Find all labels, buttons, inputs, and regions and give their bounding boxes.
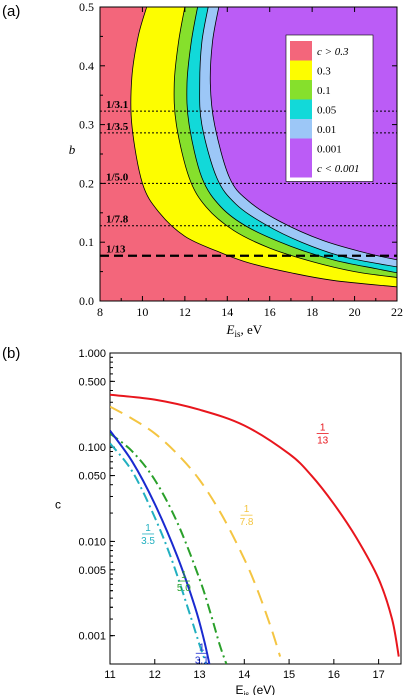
y-tick-label: 0.3	[79, 118, 94, 132]
x-axis-label-unit: , eV	[240, 322, 262, 337]
hline-label: 1/7.8	[106, 214, 129, 226]
contour-line-0.01	[199, 7, 397, 268]
x-axis-label: Eis (eV)	[236, 683, 276, 695]
legend-swatch	[290, 60, 312, 80]
legend-label: 0.01	[317, 124, 336, 136]
y-axis-label: c	[55, 498, 61, 512]
x-tick-label: 8	[97, 305, 103, 319]
legend-label: 0.001	[317, 144, 342, 156]
y-tick-label: 0.500	[78, 376, 106, 388]
hline-label: 1/3.1	[106, 99, 128, 111]
x-tick-label: 11	[104, 669, 115, 681]
x-axis-label-sub: is	[234, 329, 241, 339]
y-tick-label: 0.1	[79, 235, 94, 249]
legend-label: c < 0.001	[317, 163, 360, 175]
panel-b-label: (b)	[2, 345, 20, 362]
x-axis-label-main: E	[226, 322, 235, 337]
y-tick-label: 0.0	[79, 294, 94, 308]
x-tick-label: 10	[136, 305, 148, 319]
x-axis-label-unit: (eV)	[249, 683, 275, 695]
series-label-num: 1	[145, 523, 151, 534]
legend-swatch	[290, 138, 312, 158]
legend-label: 0.05	[317, 105, 337, 117]
hline-label: 1/13	[106, 244, 126, 256]
contour-line-0.05	[186, 7, 397, 274]
legend-label: 0.1	[317, 85, 331, 97]
y-tick-label: 0.050	[78, 471, 106, 483]
x-tick-label: 17	[372, 669, 384, 681]
legend-swatch	[290, 119, 312, 139]
y-tick-label: 0.100	[78, 442, 106, 454]
plot-frame-b	[109, 352, 402, 665]
x-tick-label: 12	[179, 305, 191, 319]
series-label-den: 13	[317, 435, 329, 446]
hline-label: 1/3.5	[106, 121, 129, 133]
chart-a: 1/3.1 1/3.5 1/5.0 1/7.8 1/13 c > 0.3 0.3 0.1 0.0…	[69, 0, 403, 339]
y-tick-label: 0.2	[79, 176, 94, 190]
series-line-13	[110, 393, 400, 657]
chart-b: 11 12 13 14 15 16 170.0010.0050.0100.0500.1000…	[55, 348, 402, 695]
x-tick-label: 22	[391, 305, 403, 319]
legend-swatch	[290, 158, 312, 178]
hline-label: 1/5.0	[106, 171, 129, 183]
x-tick-label: 20	[349, 305, 361, 319]
legend-swatch	[290, 99, 312, 119]
panel-a-label: (a)	[2, 3, 20, 20]
y-tick-label: 0.010	[78, 536, 106, 548]
series-label-num: 1	[244, 504, 250, 515]
series-label-den: 3.1	[195, 655, 209, 666]
x-tick-label: 14	[221, 305, 233, 319]
series-line-5.0	[110, 432, 228, 664]
series-label-num: 1	[320, 422, 326, 433]
series-label-den: 3.5	[141, 536, 155, 547]
x-tick-label: 14	[238, 669, 250, 681]
series-label-den: 5.0	[177, 583, 191, 594]
series-label-num: 1	[181, 570, 187, 581]
x-tick-label: 13	[193, 669, 205, 681]
x-tick-label: 12	[149, 669, 161, 681]
y-tick-label: 0.001	[78, 631, 106, 643]
series-label-num: 1	[199, 642, 205, 653]
series-group	[110, 393, 400, 664]
y-axis-label: b	[69, 142, 76, 157]
x-tick-label: 15	[283, 669, 295, 681]
y-tick-label: 0.5	[79, 0, 94, 14]
contour-line-0.1	[173, 7, 397, 278]
x-tick-label: 16	[328, 669, 340, 681]
x-axis-label-sub: is	[244, 690, 250, 695]
x-tick-label: 18	[306, 305, 318, 319]
y-tick-label: 1.000	[78, 348, 106, 360]
contour-line-0.3	[130, 7, 397, 288]
y-tick-label: 0.4	[79, 59, 94, 73]
contour-line-0.001	[209, 7, 397, 261]
legend-label: 0.3	[317, 66, 331, 78]
y-tick-label: 0.005	[78, 565, 106, 577]
series-line-7.8	[110, 405, 282, 657]
series-label-den: 7.8	[240, 517, 254, 528]
series-line-3.1	[110, 430, 211, 664]
x-tick-label: 16	[264, 305, 276, 319]
legend-swatch	[290, 80, 312, 100]
legend-swatch	[290, 41, 312, 61]
series-line-3.5	[110, 442, 208, 664]
x-axis-label-main: E	[236, 683, 244, 695]
legend-label: c > 0.3	[317, 46, 349, 58]
x-axis-label: Eis, eV	[226, 322, 263, 339]
